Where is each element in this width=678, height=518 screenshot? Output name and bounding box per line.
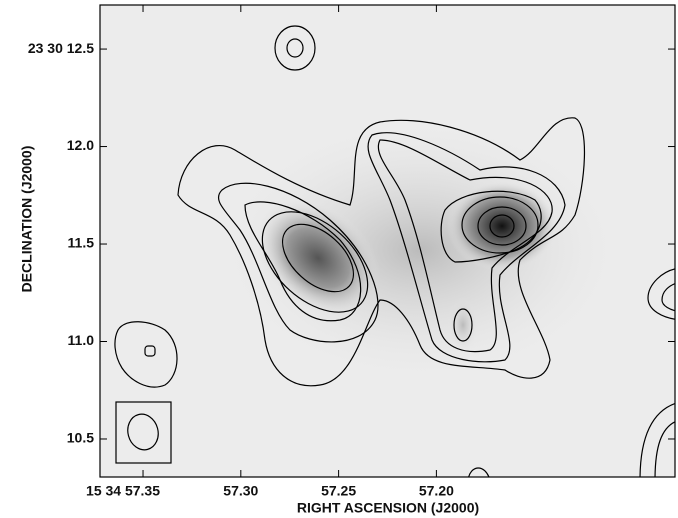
- x-tick-label: 57.30: [223, 483, 258, 499]
- x-tick-label: 57.20: [419, 483, 454, 499]
- y-tick-label: 10.5: [67, 430, 94, 446]
- image: [100, 5, 678, 480]
- x-axis-label: RIGHT ASCENSION (J2000): [297, 500, 479, 516]
- y-tick-label: 11.0: [68, 332, 95, 348]
- y-tick-label: 11.5: [68, 235, 95, 251]
- chart: RIGHT ASCENSION (J2000) DECLINATION (J20…: [0, 0, 678, 518]
- x-tick-label: 57.25: [321, 483, 356, 499]
- y-tick-label: 23 30 12.5: [28, 40, 94, 56]
- y-tick-label: 12.0: [67, 137, 94, 153]
- x-tick-label: 15 34 57.35: [86, 483, 160, 499]
- y-axis-label: DECLINATION (J2000): [19, 146, 35, 293]
